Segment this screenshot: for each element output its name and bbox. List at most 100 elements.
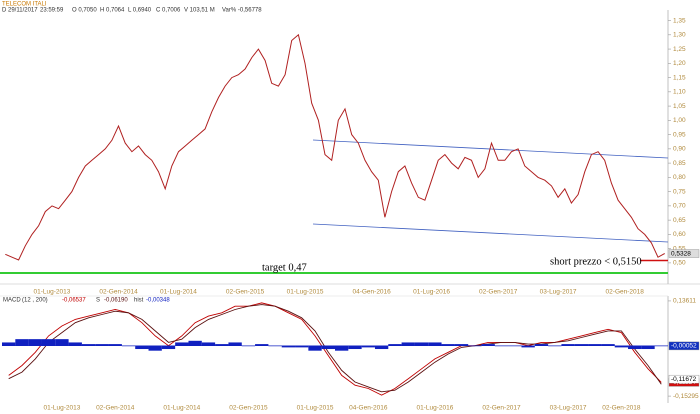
x-tick-label: 02-Gen-2017 <box>479 289 518 296</box>
y-tick-label: 0,80 <box>673 174 686 181</box>
annotation: target 0,47 <box>262 262 307 273</box>
histogram-bar <box>374 345 389 350</box>
last-value-box <box>668 341 700 351</box>
y-tick-label: 0,90 <box>673 146 686 153</box>
histogram-bar <box>15 339 29 346</box>
y-tick-label: 1,10 <box>673 89 686 96</box>
header-field: O 0,7050 <box>72 8 97 14</box>
y-tick-label: 1,05 <box>673 103 686 110</box>
x-tick-label: 03-Lug-2017 <box>540 289 577 296</box>
histogram-bar <box>401 342 415 346</box>
y-tick-label: 0,13611 <box>673 298 696 305</box>
histogram-bar <box>348 345 362 350</box>
histogram-bar <box>601 344 615 346</box>
histogram-bar <box>361 345 375 348</box>
y-tick-label: 1,35 <box>673 17 686 24</box>
x-tick-label: 02-Gen-2018 <box>602 405 641 412</box>
histogram-bar <box>414 342 429 346</box>
x-tick-label: 02-Gen-2014 <box>99 289 138 296</box>
histogram-bar <box>175 342 189 346</box>
y-tick-label: 0,85 <box>673 160 686 167</box>
x-tick-label: 02-Gen-2017 <box>482 405 521 412</box>
y-tick-label: 0,55 <box>673 245 686 252</box>
legend-name: MACD <box>3 298 21 304</box>
histogram-bar <box>614 345 629 348</box>
y-tick-label: 1,00 <box>673 117 686 124</box>
header-field: D 29/11/2017 <box>2 8 38 14</box>
macd-params: (12 , 200) <box>22 298 48 304</box>
histogram-bar <box>454 344 469 346</box>
x-tick-label: 02-Gen-2018 <box>606 289 645 296</box>
histogram-bar <box>55 339 69 346</box>
y-tick-label: 0,65 <box>673 217 686 224</box>
histogram-bar <box>574 344 589 346</box>
x-tick-label: 01-Lug-2016 <box>413 289 450 296</box>
x-tick-label: 01-Lug-2015 <box>287 289 324 296</box>
histogram-bar <box>308 345 322 351</box>
histogram-bar <box>148 345 162 351</box>
channel-lower <box>312 223 669 243</box>
legend-value: -0,00348 <box>146 298 170 304</box>
histogram-bar <box>215 344 229 346</box>
x-tick-label: 03-Lug-2017 <box>550 405 587 412</box>
last-value-label: -0,11672 <box>671 376 697 383</box>
x-tick-label: 01-Lug-2014 <box>160 289 197 296</box>
last-value-label: -0,00052 <box>671 343 697 350</box>
header-field: 23:59:59 <box>40 8 64 14</box>
histogram-bar <box>81 344 96 346</box>
x-tick-label: 02-Gen-2014 <box>96 405 135 412</box>
histogram-bar <box>335 345 349 351</box>
x-tick-label: 02-Gen-2015 <box>229 405 268 412</box>
x-tick-label: 04-Gen-2016 <box>349 405 388 412</box>
histogram-bar <box>135 345 149 350</box>
y-tick-label: 1,25 <box>673 46 686 53</box>
last-value-box <box>668 249 700 258</box>
y-tick-label: -0,15295 <box>673 393 699 400</box>
histogram-bar <box>321 345 335 350</box>
x-tick-label: 01-Lug-2015 <box>297 405 334 412</box>
header-field: Var% -0,56778 <box>222 8 262 14</box>
histogram-bar <box>441 344 455 346</box>
histogram-bar <box>201 342 216 346</box>
series-line <box>5 33 665 261</box>
last-value-box <box>668 374 700 384</box>
x-tick-label: 01-Lug-2013 <box>44 405 81 412</box>
histogram-bar <box>161 345 176 350</box>
histogram-bar <box>68 342 82 346</box>
histogram-bar <box>2 342 16 346</box>
histogram-bar <box>295 345 309 348</box>
x-tick-label: 01-Lug-2013 <box>34 289 71 296</box>
histogram-bar <box>28 339 42 346</box>
y-tick-label: 0,95 <box>673 131 686 138</box>
histogram-bar <box>588 344 602 346</box>
histogram-bar <box>281 345 296 348</box>
histogram-bar <box>641 345 655 350</box>
y-tick-label: 0,50 <box>673 260 686 267</box>
histogram-bar <box>628 345 642 350</box>
header-field: L 0,6940 <box>128 8 152 14</box>
histogram-bar <box>41 339 56 346</box>
histogram-bar <box>521 345 535 348</box>
legend-name: hist <box>134 298 144 304</box>
series-line <box>8 304 662 393</box>
histogram-bar <box>534 344 549 346</box>
histogram-bar <box>255 344 269 346</box>
legend-name: S <box>96 298 100 304</box>
y-tick-label: 1,15 <box>673 74 686 81</box>
y-tick-label: 0,70 <box>673 203 686 210</box>
histogram-bar <box>428 342 442 346</box>
x-tick-label: 01-Lug-2014 <box>163 405 200 412</box>
y-tick-label: 1,20 <box>673 60 686 67</box>
x-tick-label: 02-Gen-2015 <box>226 289 265 296</box>
histogram-bar <box>95 344 109 346</box>
header-field: H 0,7064 <box>100 8 125 14</box>
legend-value: -0,06190 <box>104 298 128 304</box>
histogram-bar <box>108 344 122 346</box>
x-tick-label: 01-Lug-2016 <box>416 405 453 412</box>
histogram-bar <box>561 344 575 346</box>
header-field: V 103,51 M <box>184 8 215 14</box>
histogram-bar <box>188 340 202 346</box>
annotation: short prezzo < 0,5150 <box>550 256 642 267</box>
